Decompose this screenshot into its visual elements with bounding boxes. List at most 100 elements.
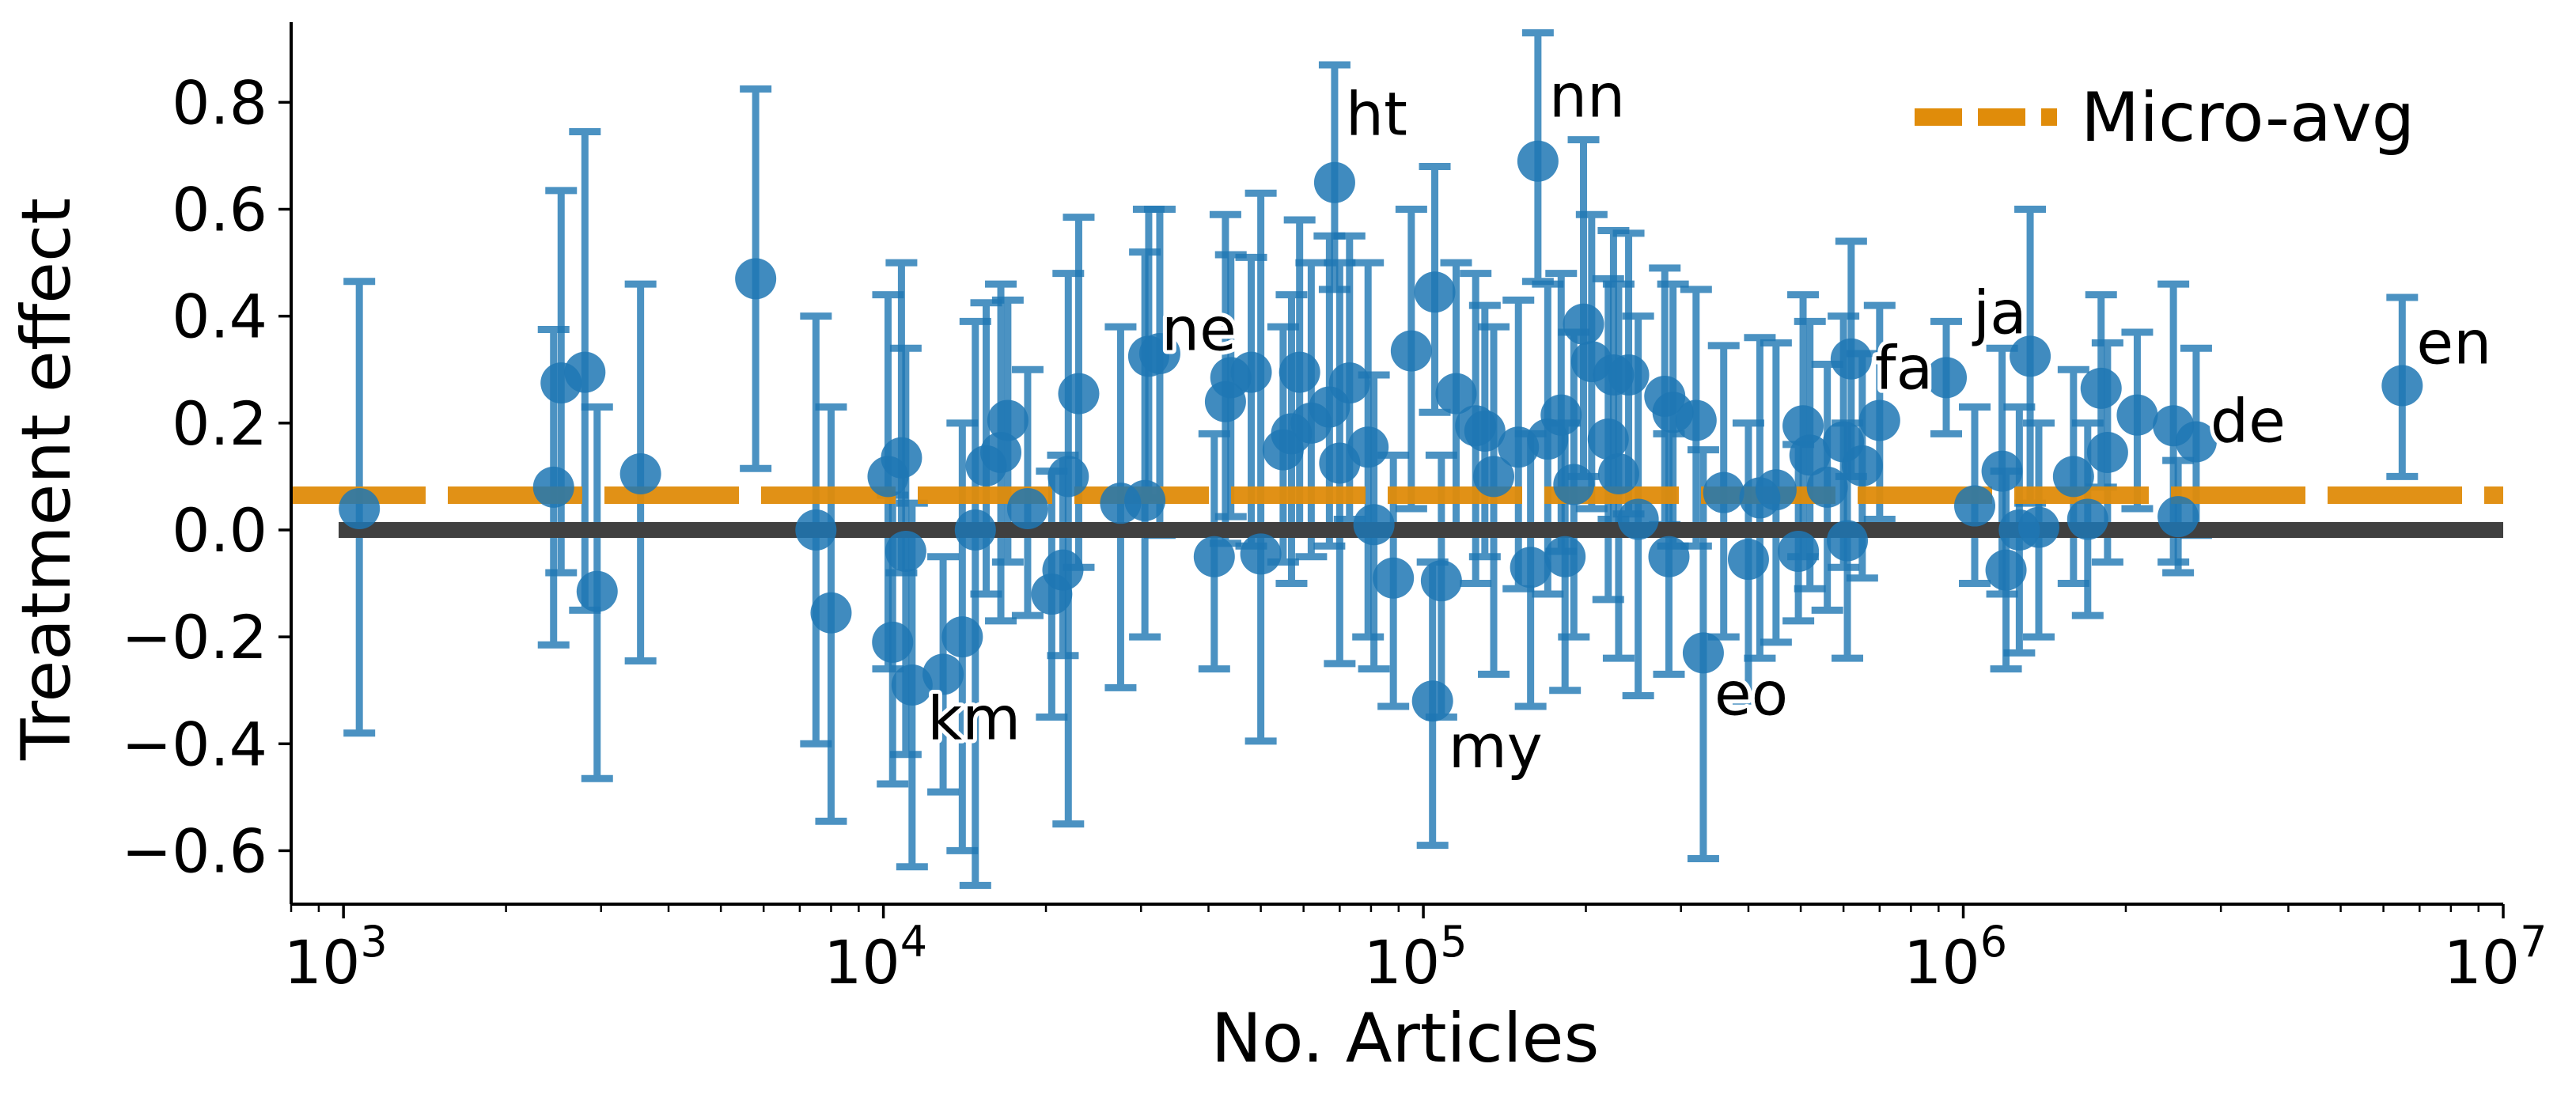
data-point xyxy=(576,570,618,612)
data-point xyxy=(1806,466,1848,508)
x-tick-label: 105 xyxy=(1364,917,1468,997)
data-point xyxy=(1617,498,1659,540)
annotation-label-km: km xyxy=(927,683,1021,753)
errorbar xyxy=(1244,189,1277,745)
data-point xyxy=(1682,632,1724,674)
data-point xyxy=(1755,469,1797,511)
data-point xyxy=(881,437,922,479)
data-point xyxy=(1006,487,1048,529)
data-point xyxy=(1553,464,1595,505)
data-point xyxy=(1328,362,1370,404)
x-tick-exponent: 4 xyxy=(900,917,927,967)
data-point xyxy=(1597,453,1639,495)
data-point xyxy=(2086,431,2128,473)
data-point xyxy=(891,664,933,706)
data-point xyxy=(1926,357,1968,399)
data-point xyxy=(810,592,852,634)
data-point xyxy=(922,653,964,695)
data-point xyxy=(1827,520,1869,562)
data-point xyxy=(1138,332,1180,374)
legend: Micro-avg xyxy=(1915,78,2415,157)
data-point xyxy=(1464,410,1506,452)
annotation-label-de: de xyxy=(2210,385,2286,456)
data-point xyxy=(1778,531,1820,572)
legend-label-micro-avg: Micro-avg xyxy=(2081,78,2415,157)
x-axis-label: No. Articles xyxy=(1211,999,1600,1078)
y-tick-label: 0.8 xyxy=(172,67,267,138)
annotation-label-eo: eo xyxy=(1714,658,1788,729)
data-point xyxy=(619,453,661,495)
annotation-label-fa: fa xyxy=(1875,332,1933,403)
data-point xyxy=(980,431,1022,473)
data-point xyxy=(1193,536,1235,577)
annotation-label-en: en xyxy=(2416,308,2491,378)
data-point xyxy=(1648,536,1690,577)
data-point xyxy=(564,351,606,393)
points-layer xyxy=(339,140,2423,722)
reference-lines-layer xyxy=(291,486,2503,538)
data-point xyxy=(1373,557,1415,599)
data-point xyxy=(1279,351,1320,393)
data-point xyxy=(872,621,914,663)
data-point xyxy=(1390,330,1432,372)
x-tick-base: 10 xyxy=(2443,927,2520,997)
data-point xyxy=(1587,418,1629,460)
y-tick-label: 0.2 xyxy=(172,388,267,459)
x-tick-base: 10 xyxy=(1364,927,1441,997)
data-point xyxy=(1703,471,1744,513)
data-point xyxy=(1230,351,1272,393)
data-point xyxy=(1473,456,1515,498)
data-point xyxy=(1953,485,1995,527)
data-point xyxy=(2157,496,2199,538)
data-point xyxy=(1841,445,1883,486)
x-tick-exponent: 5 xyxy=(1440,917,1467,967)
data-point xyxy=(1727,539,1769,581)
errorbar xyxy=(1129,248,1161,641)
data-point xyxy=(1411,680,1453,722)
annotation-label-my: my xyxy=(1449,711,1543,782)
data-point xyxy=(2017,506,2059,548)
data-point xyxy=(1675,399,1717,441)
data-point xyxy=(1435,373,1477,415)
annotation-label-ja: ja xyxy=(1972,277,2027,347)
y-tick-label: −0.4 xyxy=(121,709,267,779)
y-tick-label: 0.0 xyxy=(172,495,267,566)
data-point xyxy=(735,258,777,300)
x-tick-base: 10 xyxy=(1904,927,1980,997)
annotation-label-ne: ne xyxy=(1161,293,1237,364)
x-tick-base: 10 xyxy=(284,927,361,997)
data-point xyxy=(1420,560,1462,602)
annotation-label-ht: ht xyxy=(1346,79,1407,150)
x-tick-label: 106 xyxy=(1904,917,2007,997)
data-point xyxy=(1240,533,1282,575)
data-point xyxy=(2052,456,2094,498)
data-point xyxy=(1347,426,1389,468)
data-point xyxy=(339,487,381,529)
data-point xyxy=(532,466,574,508)
data-point xyxy=(1540,394,1582,436)
data-point xyxy=(1047,456,1089,498)
data-point xyxy=(1544,536,1586,577)
y-tick-label: 0.4 xyxy=(172,282,267,352)
data-point xyxy=(1414,271,1456,313)
data-point xyxy=(1058,373,1100,415)
data-point xyxy=(1789,434,1831,476)
data-point xyxy=(1608,354,1650,396)
data-point xyxy=(1981,450,2023,492)
data-point xyxy=(941,616,983,658)
data-point xyxy=(2175,421,2217,463)
data-point xyxy=(1563,303,1604,345)
data-point xyxy=(1353,504,1395,546)
x-tick-label: 104 xyxy=(824,917,927,997)
data-point xyxy=(1510,547,1551,589)
y-tick-label: 0.6 xyxy=(172,175,267,245)
x-tick-base: 10 xyxy=(824,927,900,997)
x-tick-label: 107 xyxy=(2443,917,2547,997)
x-tick-exponent: 7 xyxy=(2520,917,2547,967)
data-point xyxy=(954,509,996,551)
data-point xyxy=(1985,549,2027,591)
data-point xyxy=(795,509,837,551)
